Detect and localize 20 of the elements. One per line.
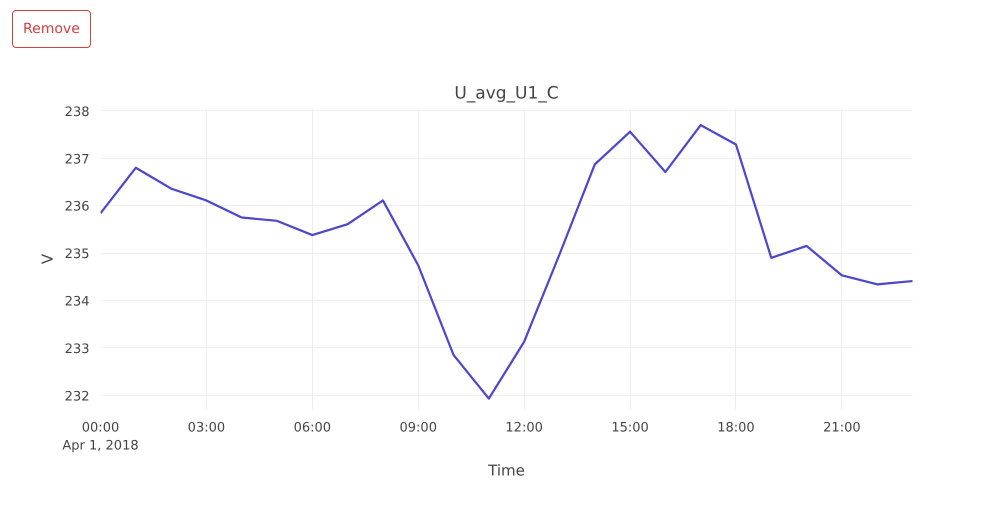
- x-tick-label: 00:00 Apr 1, 2018: [62, 420, 139, 454]
- x-axis-title: Time: [487, 462, 525, 480]
- x-tick-label: 03:00: [188, 420, 226, 436]
- x-tick-label: 18:00: [717, 420, 755, 436]
- x-tick-label: 15:00: [611, 420, 649, 436]
- line-series: [100, 124, 912, 400]
- y-tick-label: 236: [64, 200, 90, 215]
- y-tick-label: 232: [64, 389, 90, 404]
- x-tick-label: 12:00: [505, 420, 543, 436]
- y-tick-label: 233: [64, 342, 90, 357]
- text: Remove: [23, 20, 80, 39]
- y-axis-title: V: [38, 253, 57, 264]
- x-tick-label: 21:00: [823, 420, 861, 436]
- x-tick-label: 06:00: [294, 420, 332, 436]
- chart-title: U_avg_U1_C: [454, 84, 559, 104]
- y-tick-label: 235: [64, 247, 90, 262]
- y-tick-label: 237: [64, 152, 90, 168]
- x-tick-label: 09:00: [400, 420, 437, 436]
- y-tick-label: 238: [64, 104, 90, 120]
- y-tick-label: 234: [64, 294, 90, 310]
